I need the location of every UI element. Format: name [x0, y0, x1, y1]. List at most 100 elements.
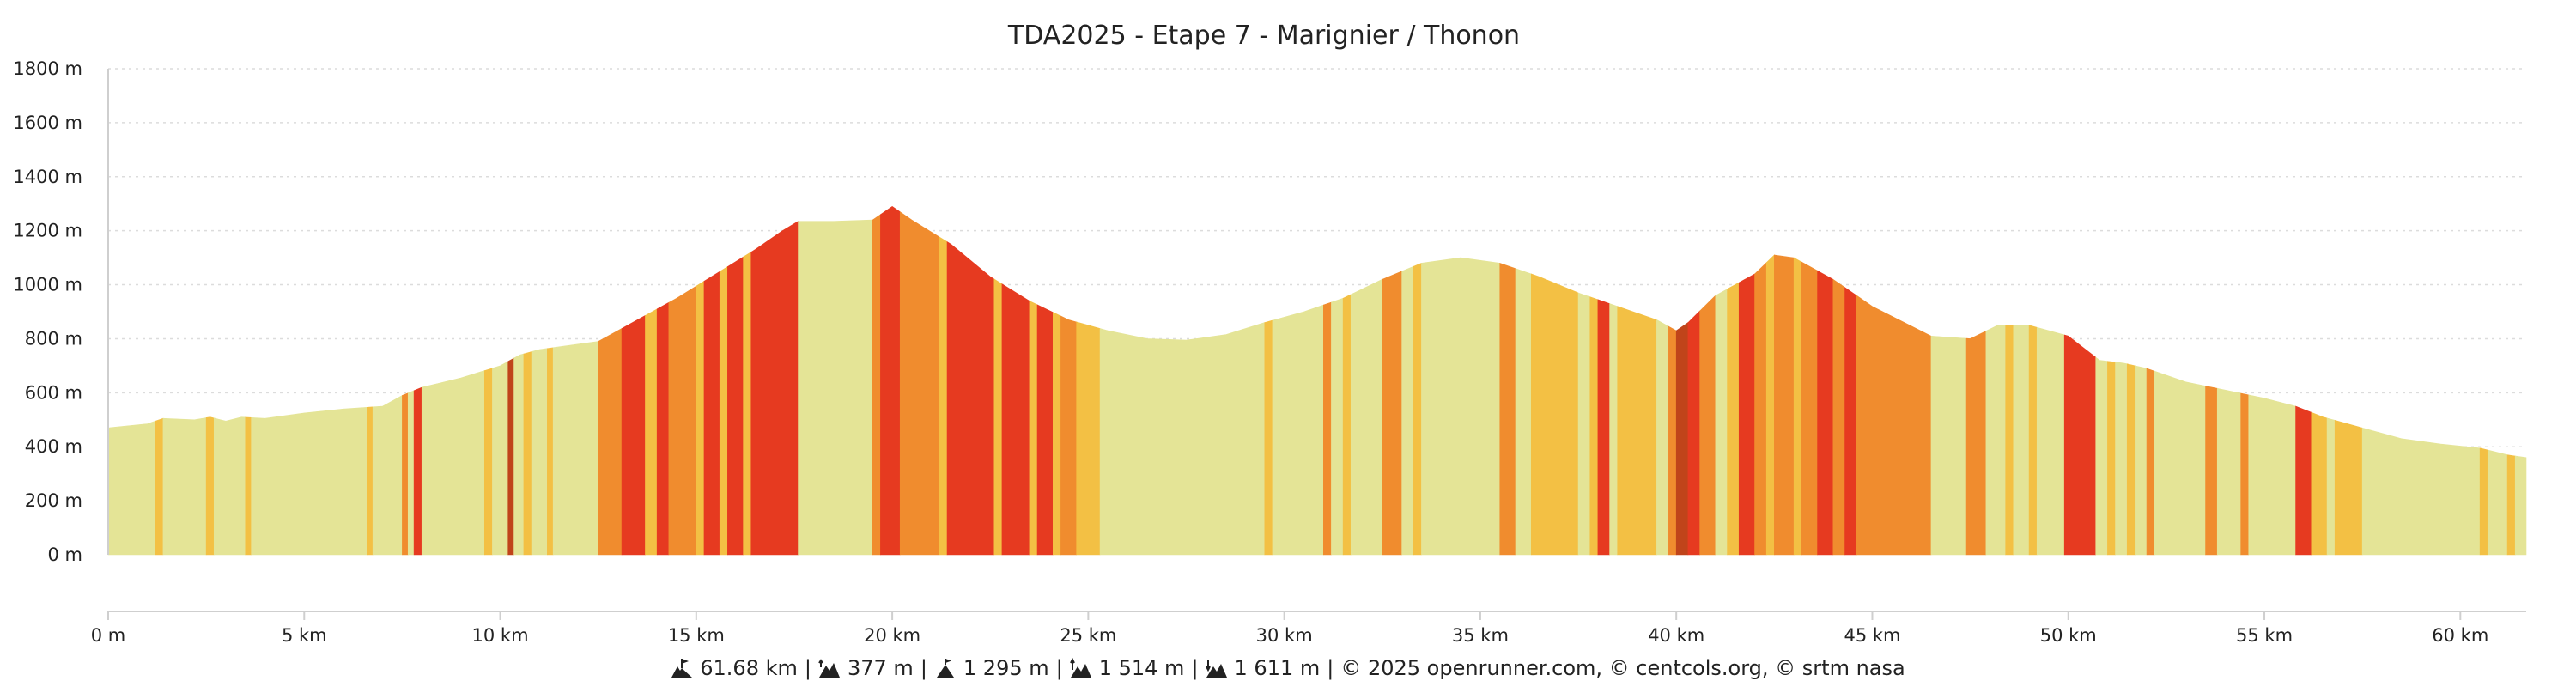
elevation-segment [1401, 265, 1414, 556]
elevation-chart: TDA2025 - Etape 7 - Marignier / Thonon 0… [13, 21, 2527, 646]
elevation-segment [2295, 405, 2312, 556]
y-tick-label: 800 m [25, 328, 82, 349]
elevation-segment [245, 416, 252, 556]
elevation-segment [1668, 325, 1677, 556]
elevation-gain-icon [818, 659, 840, 678]
y-tick-label: 200 m [25, 490, 82, 511]
elevation-segment [703, 271, 720, 556]
elevation-segment [1844, 287, 1857, 556]
elevation-segment [1609, 303, 1619, 556]
y-tick-label: 0 m [48, 544, 83, 565]
elevation-segment [1965, 330, 1987, 556]
elevation-segment [621, 314, 646, 556]
elevation-segment [552, 341, 598, 556]
elevation-segment [1856, 295, 1932, 556]
elevation-segment [2036, 326, 2065, 556]
elevation-segment [1801, 261, 1818, 556]
elevation-segment [2095, 356, 2108, 556]
elevation-segment [1656, 319, 1669, 556]
elevation-segment [2146, 368, 2155, 556]
elevation-segment [1765, 254, 1775, 556]
elevation-segments [107, 206, 2527, 556]
descent-icon [1205, 660, 1227, 678]
elevation-segment [1617, 306, 1657, 556]
elevation-segment [1029, 300, 1038, 556]
y-tick-label: 1600 m [13, 112, 82, 133]
elevation-segment [2013, 325, 2030, 556]
elevation-segment [2506, 454, 2516, 556]
route-stats-footer: 61.68 km | 377 m | 1 295 m | 1 514 m | 1… [0, 651, 2576, 685]
x-tick-label: 15 km [668, 625, 725, 646]
y-tick-label: 1400 m [13, 167, 82, 187]
elevation-gain-value: 377 m [847, 656, 914, 680]
elevation-segment [872, 214, 881, 556]
elevation-segment [547, 347, 554, 556]
elevation-segment [1076, 321, 1101, 556]
ascent-value: 1 514 m [1098, 656, 1185, 680]
elevation-segment [507, 357, 514, 556]
elevation-segment [645, 308, 658, 556]
elevation-segment [1001, 283, 1030, 556]
summit-value: 1 295 m [963, 656, 1049, 680]
y-tick-label: 1000 m [13, 275, 82, 295]
elevation-segment [413, 386, 422, 556]
elevation-segment [1597, 299, 1610, 556]
y-tick-label: 600 m [25, 382, 82, 403]
elevation-segment [162, 417, 207, 556]
elevation-segment [1036, 304, 1054, 556]
elevation-segment [492, 361, 508, 556]
elevation-segment [1738, 273, 1755, 556]
elevation-segment [2479, 447, 2488, 556]
elevation-segment [2115, 362, 2128, 556]
elevation-segment [1817, 270, 1834, 556]
separator: | [804, 656, 811, 680]
elevation-segment [743, 251, 752, 556]
x-tick-label: 0 m [91, 625, 126, 646]
elevation-segment [1754, 262, 1767, 556]
x-tick-label: 30 km [1256, 625, 1313, 646]
x-tick-label: 45 km [1844, 625, 1900, 646]
elevation-segment [2107, 361, 2116, 556]
x-tick-label: 10 km [472, 625, 529, 646]
x-tick-label: 60 km [2432, 625, 2488, 646]
y-tick-label: 1200 m [13, 221, 82, 241]
elevation-segment [668, 285, 697, 556]
x-tick-label: 35 km [1452, 625, 1509, 646]
elevation-segment [1099, 322, 1266, 556]
elevation-segment [750, 221, 799, 556]
elevation-segment [372, 394, 403, 556]
elevation-segment [1774, 254, 1795, 556]
elevation-segment [1060, 315, 1077, 556]
elevation-segment [2487, 449, 2508, 556]
elevation-segment [513, 353, 525, 556]
elevation-segment [2028, 325, 2038, 556]
elevation-segment [1382, 271, 1402, 556]
elevation-segment [899, 211, 940, 556]
elevation-segment [1530, 273, 1579, 556]
elevation-segment [598, 327, 623, 556]
ascent-icon [1069, 658, 1091, 678]
y-tick-label: 1800 m [13, 58, 82, 79]
x-tick-label: 50 km [2040, 625, 2097, 646]
y-tick-label: 400 m [25, 436, 82, 457]
elevation-segment [1985, 325, 2006, 556]
x-tick-label: 25 km [1060, 625, 1116, 646]
distance-value: 61.68 km [700, 656, 798, 680]
elevation-segment [2240, 392, 2250, 556]
x-tick-label: 55 km [2236, 625, 2293, 646]
elevation-segment [213, 416, 246, 556]
x-tick-label: 20 km [864, 625, 920, 646]
x-tick-label: 40 km [1648, 625, 1704, 646]
elevation-segment [993, 278, 1003, 556]
separator: | [1327, 656, 1334, 680]
x-tick-label: 5 km [282, 625, 327, 646]
elevation-segment [483, 368, 493, 556]
elevation-segment [107, 420, 156, 556]
elevation-segment [1687, 310, 1700, 556]
elevation-segment [2126, 363, 2136, 556]
elevation-segment [2154, 370, 2206, 556]
elevation-segment [1699, 295, 1716, 556]
elevation-segment [531, 348, 548, 556]
elevation-segment [205, 416, 215, 556]
elevation-segment [1715, 289, 1728, 556]
